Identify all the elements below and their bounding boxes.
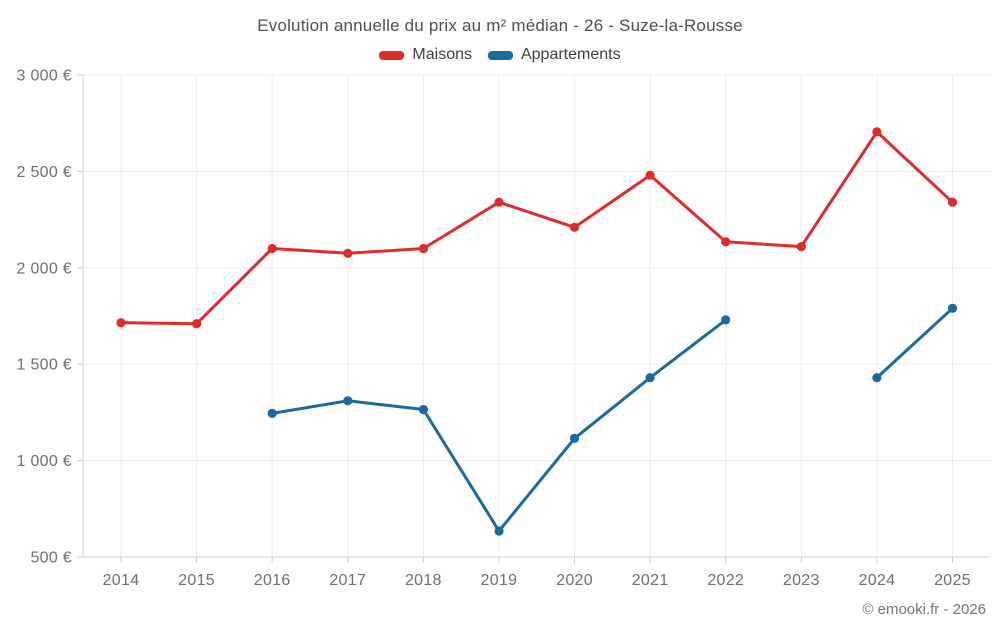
maisons-series-label: Maisons — [412, 46, 472, 63]
series-maisons-point — [947, 197, 958, 207]
legend-item-maisons[interactable]: Maisons — [379, 46, 472, 64]
series-maisons-point — [267, 243, 277, 254]
series-maisons-line — [119, 130, 954, 326]
y-tick-label: 3 000 € — [17, 68, 72, 85]
copyright: © emooki.fr - 2026 — [862, 601, 986, 618]
series-appartements-point — [494, 526, 504, 536]
x-tick-label: 2015 — [178, 572, 215, 589]
series-maisons-point — [418, 243, 428, 254]
series-maisons — [116, 127, 958, 329]
x-tick-label: 2024 — [859, 572, 896, 589]
series-maisons-point — [872, 127, 882, 137]
series-maisons-point — [645, 170, 655, 180]
series-maisons-point — [494, 197, 504, 207]
series-appartements — [267, 303, 958, 536]
series-appartements-point — [645, 373, 655, 383]
x-tick-label: 2022 — [707, 572, 744, 589]
legend: Maisons Appartements — [0, 46, 1000, 64]
series-appartements-point — [947, 303, 958, 313]
x-tick-label: 2023 — [783, 572, 820, 589]
series-maisons-point — [192, 319, 202, 329]
chart-title: Evolution annuelle du prix au m² médian … — [257, 16, 743, 35]
series-appartements-line — [270, 306, 954, 533]
appartements-series-swatch — [487, 50, 513, 60]
series-maisons-point — [343, 248, 353, 258]
x-tick-label: 2021 — [632, 572, 669, 589]
series-maisons-point — [721, 237, 731, 247]
series-appartements-point — [872, 373, 882, 383]
maisons-series-swatch — [379, 50, 405, 60]
x-tick-label: 2018 — [405, 572, 442, 589]
series-maisons-point — [116, 318, 126, 328]
series-appartements-point — [721, 315, 731, 325]
series-maisons-point — [796, 242, 806, 252]
x-tick-label: 2019 — [481, 572, 518, 589]
x-tick-label: 2025 — [934, 572, 971, 589]
x-tick-label: 2014 — [103, 572, 140, 589]
series-appartements-point — [343, 396, 353, 406]
y-tick-label: 2 000 € — [17, 260, 72, 277]
y-tick-label: 1 500 € — [17, 357, 72, 374]
x-grid-and-labels: 2014 2015 2016 2017 2018 2019 2020 2021 2022 2023… — [103, 75, 971, 589]
x-tick-label: 2016 — [254, 572, 291, 589]
x-tick-label: 2020 — [556, 572, 593, 589]
appartements-series-label: Appartements — [520, 46, 621, 63]
axes — [82, 75, 991, 558]
series-appartements-point — [418, 404, 428, 415]
y-grid-and-labels: 500 € 1 000 € 1 500 € 2 000 € 2 500 € 3 000 € — [17, 68, 991, 567]
series-appartements-point — [267, 408, 277, 418]
legend-item-appartements[interactable]: Appartements — [487, 46, 621, 64]
y-tick-label: 2 500 € — [17, 164, 72, 181]
y-tick-label: 500 € — [30, 550, 72, 567]
x-tick-label: 2017 — [329, 572, 366, 589]
series-maisons-point — [569, 222, 580, 232]
series-appartements-point — [569, 433, 580, 443]
y-tick-label: 1 000 € — [17, 453, 72, 470]
